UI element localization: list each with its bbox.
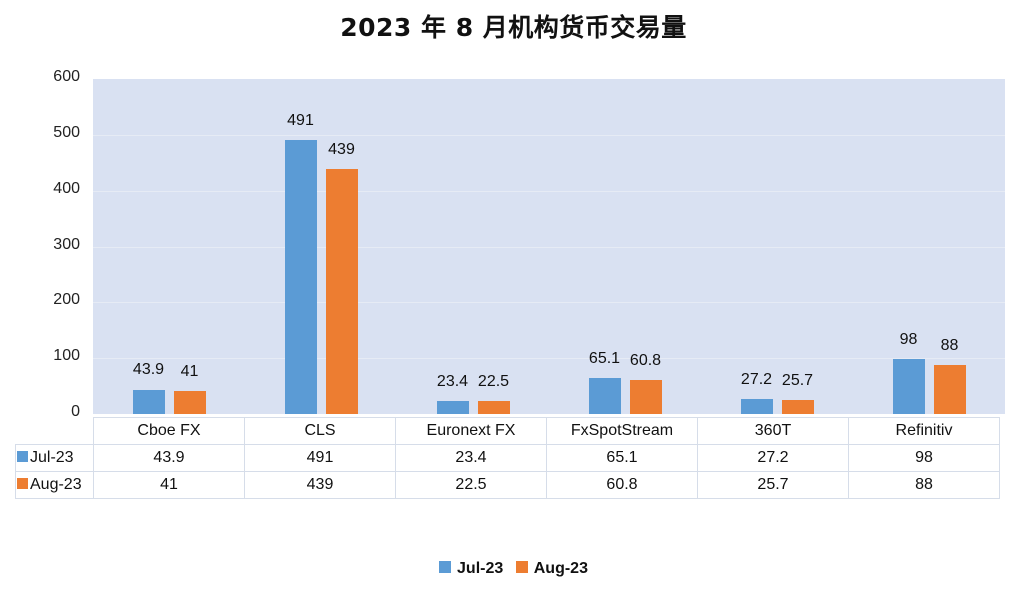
bar-aug-23[interactable] [173,391,206,414]
table-cell: 23.4 [395,444,547,472]
table-cell: 65.1 [546,444,698,472]
category-label: CLS [244,417,396,445]
data-label: 88 [940,336,959,354]
bar-jul-23[interactable] [588,377,621,414]
table-cell: 27.2 [697,444,849,472]
table-cell: 98 [848,444,1000,472]
data-label: 98 [899,331,918,349]
legend: Jul-23 Aug-23 [0,560,1027,578]
bar-aug-23[interactable] [325,168,358,414]
plot-area: 43.9 41 491 439 23.4 22.5 65.1 60.8 27.2 25.7 98 88 [93,79,1005,414]
bar-jul-23[interactable] [284,139,317,414]
aug-23-swatch-icon [515,561,528,573]
data-label: 27.2 [740,370,773,388]
y-tick-label: 500 [53,123,80,141]
data-label: 23.4 [436,372,469,390]
data-table: Cboe FX CLS Euronext FX FxSpotStream 360… [15,417,1000,499]
table-cell: 60.8 [546,471,698,499]
data-label: 41 [180,363,199,381]
bar-aug-23[interactable] [477,401,510,414]
bar-jul-23[interactable] [892,359,925,414]
category-label: 360T [697,417,849,445]
table-cell: 439 [244,471,396,499]
y-tick-label: 300 [53,235,80,253]
data-label: 491 [287,111,314,129]
table-cell: 491 [244,444,396,472]
series-label: Aug-23 [15,471,94,499]
y-tick-label: 400 [53,179,80,197]
data-table-corner [15,417,94,445]
data-label: 25.7 [781,371,814,389]
bar-aug-23[interactable] [781,399,814,414]
table-cell: 43.9 [93,444,245,472]
y-tick-label: 200 [53,291,80,309]
chart-title: 2023 年 8 月机构货币交易量 [340,13,687,42]
gridline [93,246,1005,248]
data-label: 439 [328,140,355,158]
data-table-header-row: Cboe FX CLS Euronext FX FxSpotStream 360… [15,417,1000,445]
data-table-row-jul: Jul-23 43.9 491 23.4 65.1 27.2 98 [15,444,1000,472]
legend-label: Aug-23 [533,560,588,577]
bar-aug-23[interactable] [629,380,662,414]
category-label: Cboe FX [93,417,245,445]
jul-23-swatch-icon [439,561,452,573]
gridline [93,302,1005,304]
gridline [93,190,1005,192]
data-label: 65.1 [588,349,621,367]
category-label: FxSpotStream [546,417,698,445]
y-tick-label: 600 [53,68,80,85]
legend-item-aug-23[interactable]: Aug-23 [515,560,588,578]
y-tick-label: 0 [71,403,80,420]
table-cell: 22.5 [395,471,547,499]
table-cell: 41 [93,471,245,499]
table-cell: 25.7 [697,471,849,499]
category-label: Refinitiv [848,417,1000,445]
data-table-row-aug: Aug-23 41 439 22.5 60.8 25.7 88 [15,471,1000,499]
y-tick-label: 100 [53,347,80,365]
data-label: 60.8 [629,352,662,370]
series-name: Jul-23 [30,449,74,466]
data-label: 43.9 [132,361,165,379]
bar-jul-23[interactable] [132,389,165,414]
legend-item-jul-23[interactable]: Jul-23 [439,560,503,578]
data-label: 22.5 [477,373,510,391]
legend-label: Jul-23 [457,560,504,577]
jul-23-swatch-icon [17,451,28,462]
series-name: Aug-23 [30,476,82,493]
aug-23-swatch-icon [17,478,28,489]
category-label: Euronext FX [395,417,547,445]
gridline [93,358,1005,360]
gridline [93,134,1005,136]
bar-jul-23[interactable] [740,398,773,414]
series-label: Jul-23 [15,444,94,472]
table-cell: 88 [848,471,1000,499]
bar-aug-23[interactable] [933,364,966,414]
bar-jul-23[interactable] [436,400,469,414]
